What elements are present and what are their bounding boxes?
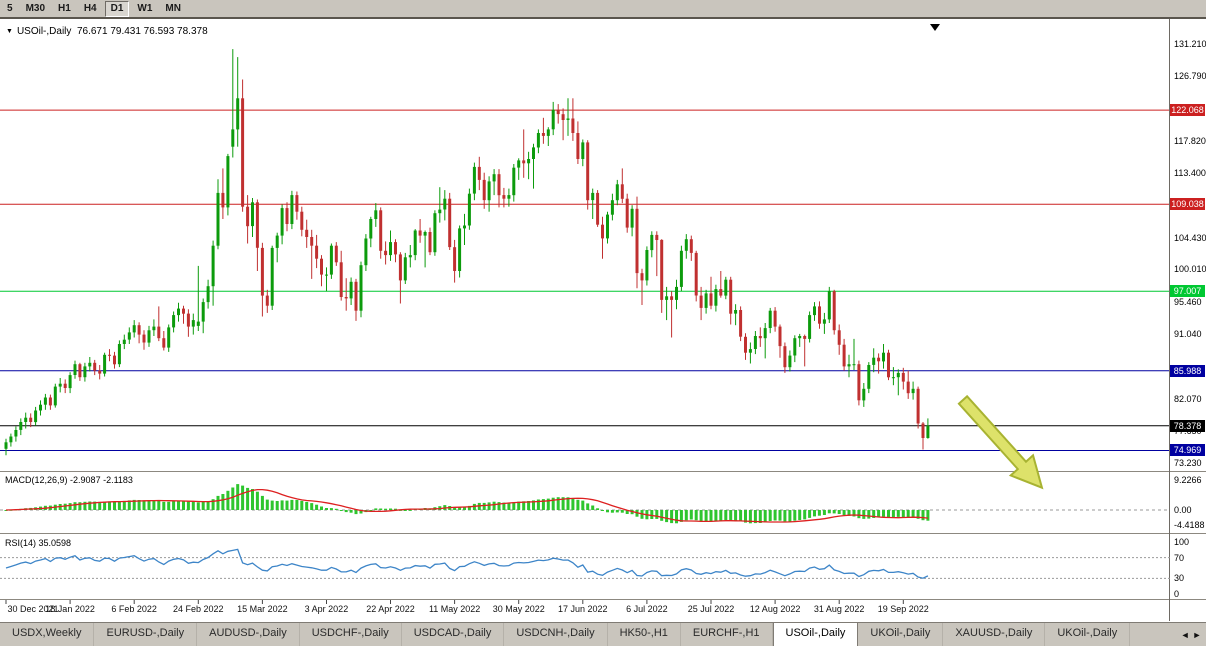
macd-values: -2.9087 -2.1183 <box>70 475 133 485</box>
macd-axis-label: -4.4188 <box>1174 519 1205 530</box>
hline-price-label: 97.007 <box>1170 285 1205 298</box>
date-axis-label: 19 Sep 2022 <box>877 604 929 614</box>
timeframe-button-m30[interactable]: M30 <box>25 2 46 14</box>
price-axis-label: 82.070 <box>1174 394 1202 405</box>
timeframe-toolbar: 5 M30 H1 H4 D1 W1 MN <box>0 0 1206 18</box>
tab-scroll-buttons: ◄ ► <box>1176 623 1206 646</box>
timeframe-button-mn[interactable]: MN <box>165 2 181 14</box>
rsi-axis-label: 30 <box>1174 573 1185 584</box>
tab-scroll-right-icon[interactable]: ► <box>1192 629 1202 640</box>
tab-usdchf-daily[interactable]: USDCHF-,Daily <box>300 623 402 646</box>
macd-axis-label: 0.00 <box>1174 505 1192 515</box>
price-axis-label: 126.790 <box>1174 70 1206 81</box>
tab-usdcnh-daily[interactable]: USDCNH-,Daily <box>504 623 608 646</box>
rsi-axis-label: 70 <box>1174 552 1185 563</box>
current-price-label: 78.378 <box>1170 419 1205 432</box>
candlestick-series <box>4 49 930 456</box>
date-axis-label: 17 Jun 2022 <box>558 604 608 614</box>
hline-price-label: 122.068 <box>1170 104 1205 117</box>
price-axis-label: 117.820 <box>1174 135 1206 146</box>
symbol-tab-bar: USDX,Weekly EURUSD-,Daily AUDUSD-,Daily USD… <box>0 622 1206 646</box>
date-axis-label: 25 Jul 2022 <box>687 604 735 614</box>
tab-usoil-daily[interactable]: USOil-,Daily <box>772 623 859 646</box>
date-axis-label: 6 Feb 2022 <box>111 604 157 614</box>
chart-shift-marker-icon[interactable] <box>930 24 940 31</box>
price-axis-label: 113.400 <box>1174 167 1206 178</box>
macd-axis-label: 9.2266 <box>1174 474 1202 485</box>
horizontal-price-lines[interactable] <box>0 109 1170 451</box>
date-axis-label: 24 Feb 2022 <box>172 604 224 614</box>
price-axis-label: 91.040 <box>1174 329 1202 340</box>
tab-xauusd-daily[interactable]: XAUUSD-,Daily <box>943 623 1046 646</box>
tab-eurchf-h1[interactable]: EURCHF-,H1 <box>681 623 773 646</box>
timeframe-button-h4[interactable]: H4 <box>83 2 97 14</box>
tab-ukoil-daily[interactable]: UKOil-,Daily <box>858 623 944 646</box>
price-axis-label: 100.010 <box>1174 264 1206 275</box>
tab-usdcad-daily[interactable]: USDCAD-,Daily <box>402 623 505 646</box>
rsi-axis-label: 100 <box>1174 537 1190 547</box>
date-axis-label: 30 Dec 2021 <box>7 604 59 614</box>
tab-usdx-weekly[interactable]: USDX,Weekly <box>0 623 95 646</box>
price-axis-label: 104.430 <box>1174 232 1206 243</box>
date-axis-ticks <box>5 600 904 604</box>
rsi-indicator-label: RSI(14) 35.0598 <box>5 538 72 548</box>
rsi-axis-label: 0 <box>1174 589 1180 599</box>
price-axis[interactable]: 131.210 126.790 117.820 113.400 104.430 100.0… <box>1170 19 1206 621</box>
hline-price-label: 74.969 <box>1170 444 1205 457</box>
rsi-line <box>5 548 929 579</box>
date-axis-label: 6 Jul 2022 <box>626 604 668 614</box>
tab-audusd-daily[interactable]: AUDUSD-,Daily <box>197 623 300 646</box>
symbol-tabs: USDX,Weekly EURUSD-,Daily AUDUSD-,Daily USD… <box>0 623 1176 646</box>
timeframe-button-w1[interactable]: W1 <box>137 2 153 14</box>
date-axis-label: 30 May 2022 <box>492 604 545 614</box>
date-axis-label: 22 Apr 2022 <box>366 604 415 614</box>
hline-price-label: 109.038 <box>1170 198 1205 211</box>
tab-scroll-left-icon[interactable]: ◄ <box>1180 629 1190 640</box>
pane-separators[interactable] <box>0 19 1206 621</box>
tab-eurusd-daily[interactable]: EURUSD-,Daily <box>94 623 198 646</box>
timeframe-button-5[interactable]: 5 <box>7 2 13 14</box>
macd-signal-line <box>5 488 928 523</box>
hline-price-label: 85.988 <box>1170 364 1205 377</box>
date-axis-label: 12 Aug 2022 <box>749 604 801 614</box>
chart-title: ▼ USOil-,Daily 76.671 79.431 76.593 78.37… <box>6 26 208 37</box>
symbol-dropdown-icon[interactable]: ▼ <box>6 28 13 35</box>
date-axis-label: 15 Mar 2022 <box>237 604 288 614</box>
price-axis-label: 73.230 <box>1174 458 1202 469</box>
chart-ohlc-values: 76.671 79.431 76.593 78.378 <box>76 26 208 37</box>
date-axis-label: 3 Apr 2022 <box>304 604 349 614</box>
rsi-level-lines <box>0 557 1170 579</box>
trend-arrow-annotation[interactable] <box>952 390 1053 498</box>
price-axis-label: 131.210 <box>1174 39 1206 49</box>
tab-hk50-h1[interactable]: HK50-,H1 <box>608 623 681 646</box>
date-axis-label: 18 Jan 2022 <box>45 604 95 614</box>
rsi-value: 35.0598 <box>38 538 72 548</box>
timeframe-button-d1[interactable]: D1 <box>104 0 130 17</box>
macd-indicator-label: MACD(12,26,9) -2.9087 -2.1183 <box>5 475 133 485</box>
chart-symbol-period: USOil-,Daily <box>16 26 72 37</box>
macd-histogram <box>4 484 930 524</box>
date-axis-label: 31 Aug 2022 <box>813 604 865 614</box>
timeframe-button-h1[interactable]: H1 <box>58 2 71 14</box>
date-axis-label: 11 May 2022 <box>428 604 481 614</box>
price-axis-label: 95.460 <box>1174 297 1202 308</box>
tab-ukoil-daily[interactable]: UKOil-,Daily <box>1045 623 1131 646</box>
